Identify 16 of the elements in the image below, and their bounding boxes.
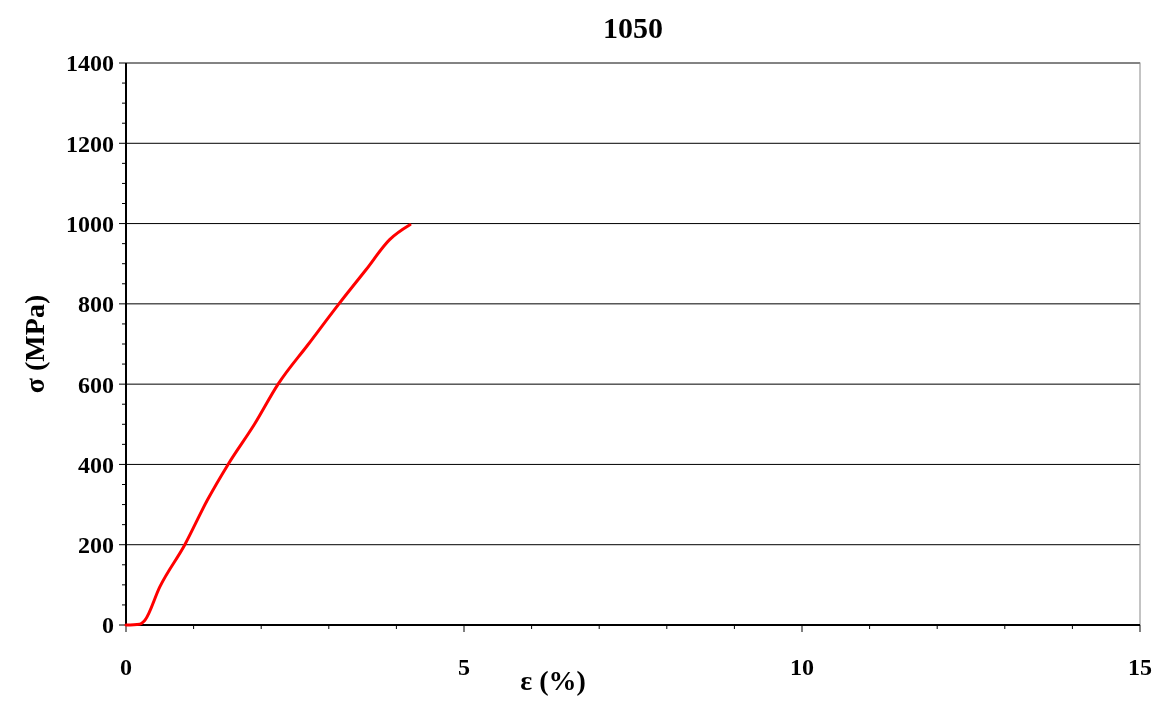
x-axis-title: ε (%) bbox=[520, 665, 586, 696]
chart-title: 1050 bbox=[603, 11, 663, 44]
y-tick-label: 1000 bbox=[66, 210, 114, 237]
y-tick-label: 0 bbox=[102, 612, 114, 639]
y-tick-label: 400 bbox=[78, 451, 114, 478]
y-tick-label: 1400 bbox=[66, 50, 114, 77]
y-axis-title: σ (MPa) bbox=[19, 294, 50, 394]
x-tick-label: 15 bbox=[1128, 654, 1152, 680]
y-tick-label: 800 bbox=[78, 291, 114, 318]
x-tick-label: 10 bbox=[790, 654, 814, 680]
y-tick-label: 200 bbox=[78, 532, 114, 559]
x-tick-label: 0 bbox=[120, 654, 132, 680]
y-tick-label: 600 bbox=[78, 371, 114, 398]
x-tick-label: 5 bbox=[458, 654, 470, 680]
line-series bbox=[124, 223, 412, 627]
y-tick-label: 1200 bbox=[66, 130, 114, 157]
